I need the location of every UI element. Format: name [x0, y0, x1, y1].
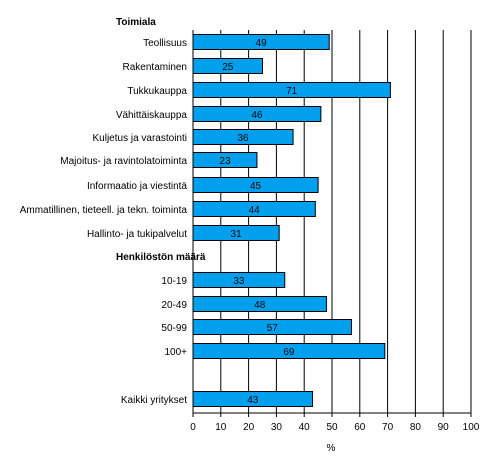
data-label: 44 [249, 205, 261, 216]
category-label: Kuljetus ja varastointi [93, 133, 188, 144]
category-label: 10-19 [161, 276, 187, 287]
data-label: 69 [283, 347, 295, 358]
data-label: 36 [237, 133, 249, 144]
category-label: 20-49 [161, 300, 187, 311]
category-label: Rakentaminen [123, 62, 187, 73]
x-tick-label: 30 [271, 422, 283, 433]
x-tick-label: 0 [190, 422, 196, 433]
data-label: 23 [219, 156, 231, 167]
category-label: Ammatillinen, tieteell. ja tekn. toimint… [20, 205, 188, 216]
data-label: 43 [247, 395, 259, 406]
x-tick-label: 60 [354, 422, 366, 433]
category-label: Informaatio ja viestintä [87, 181, 187, 192]
data-label: 57 [267, 323, 279, 334]
data-label: 31 [231, 229, 243, 240]
data-label: 48 [254, 300, 266, 311]
category-label: 50-99 [161, 323, 187, 334]
category-label: Teollisuus [143, 38, 187, 49]
data-label: 33 [233, 276, 245, 287]
data-label: 45 [250, 181, 262, 192]
x-tick-label: 90 [438, 422, 450, 433]
x-tick-label: 70 [382, 422, 394, 433]
bars [192, 34, 391, 407]
x-tick-label: 80 [410, 422, 422, 433]
category-label: Hallinto- ja tukipalvelut [87, 229, 187, 240]
data-label: 49 [256, 38, 268, 49]
category-label: 100+ [164, 347, 187, 358]
x-axis-title: % [327, 443, 336, 454]
category-label: Kaikki yritykset [121, 395, 187, 406]
x-tick-label: 100 [463, 422, 480, 433]
data-label: 25 [222, 62, 234, 73]
x-tick-label: 50 [326, 422, 338, 433]
x-tick-label: 10 [215, 422, 227, 433]
labels: Toimiala Henkilöstön määrä Teollisuus 49 Rak… [20, 17, 298, 406]
x-tick-label: 40 [299, 422, 311, 433]
x-tick-label: 20 [243, 422, 255, 433]
group-header: Toimiala [116, 17, 156, 28]
data-label: 71 [286, 86, 298, 97]
x-axis: 0 10 20 30 40 50 60 70 80 90 100 [190, 30, 480, 433]
category-label: Tukkukauppa [127, 86, 187, 97]
category-label: Vähittäiskauppa [116, 110, 188, 121]
group-header: Henkilöstön määrä [116, 252, 206, 263]
data-label: 46 [251, 110, 263, 121]
category-label: Majoitus- ja ravintolatoiminta [60, 156, 187, 167]
